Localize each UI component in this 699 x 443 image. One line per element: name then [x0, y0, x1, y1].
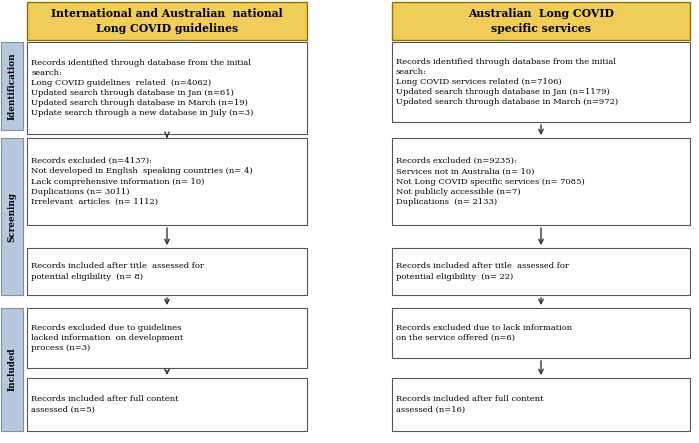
Bar [27, 42, 307, 134]
Bar [392, 308, 690, 358]
Text: Identification: Identification [8, 52, 17, 120]
Bar [392, 2, 690, 40]
Text: Records included after full content
assessed (n=16): Records included after full content asse… [396, 396, 544, 414]
Bar [27, 378, 307, 431]
Text: Records excluded due to guidelines
lacked information  on development
process (n: Records excluded due to guidelines lacke… [31, 324, 183, 352]
Bar [27, 248, 307, 295]
Bar [392, 248, 690, 295]
Text: Records included after full content
assessed (n=5): Records included after full content asse… [31, 396, 178, 414]
Text: International and Australian  national
Long COVID guidelines: International and Australian national Lo… [51, 8, 283, 34]
Bar [27, 138, 307, 225]
Bar [1, 138, 23, 295]
Text: Screening: Screening [8, 191, 17, 241]
Bar [1, 308, 23, 431]
Text: Records identified through database from the initial
search:
Long COVID services: Records identified through database from… [396, 58, 618, 106]
Bar [392, 42, 690, 122]
Bar [27, 308, 307, 368]
Bar [392, 138, 690, 225]
Bar [1, 42, 23, 130]
Text: Records identified through database from the initial
search:
Long COVID guidelin: Records identified through database from… [31, 59, 253, 117]
Text: Included: Included [8, 348, 17, 391]
Text: Records excluded due to lack information
on the service offered (n=6): Records excluded due to lack information… [396, 324, 572, 342]
Bar [27, 2, 307, 40]
Text: Records excluded (n=4137):
Not developed in English  speaking countries (n= 4)
L: Records excluded (n=4137): Not developed… [31, 157, 252, 206]
Text: Records included after title  assessed for
potential eligibility  (n= 22): Records included after title assessed fo… [396, 262, 569, 280]
Bar [392, 378, 690, 431]
Text: Records excluded (n=9235):
Services not in Australia (n= 10)
Not Long COVID spec: Records excluded (n=9235): Services not … [396, 157, 585, 206]
Text: Records included after title  assessed for
potential eligibility  (n= 8): Records included after title assessed fo… [31, 262, 204, 280]
Text: Australian  Long COVID
specific services: Australian Long COVID specific services [468, 8, 614, 34]
